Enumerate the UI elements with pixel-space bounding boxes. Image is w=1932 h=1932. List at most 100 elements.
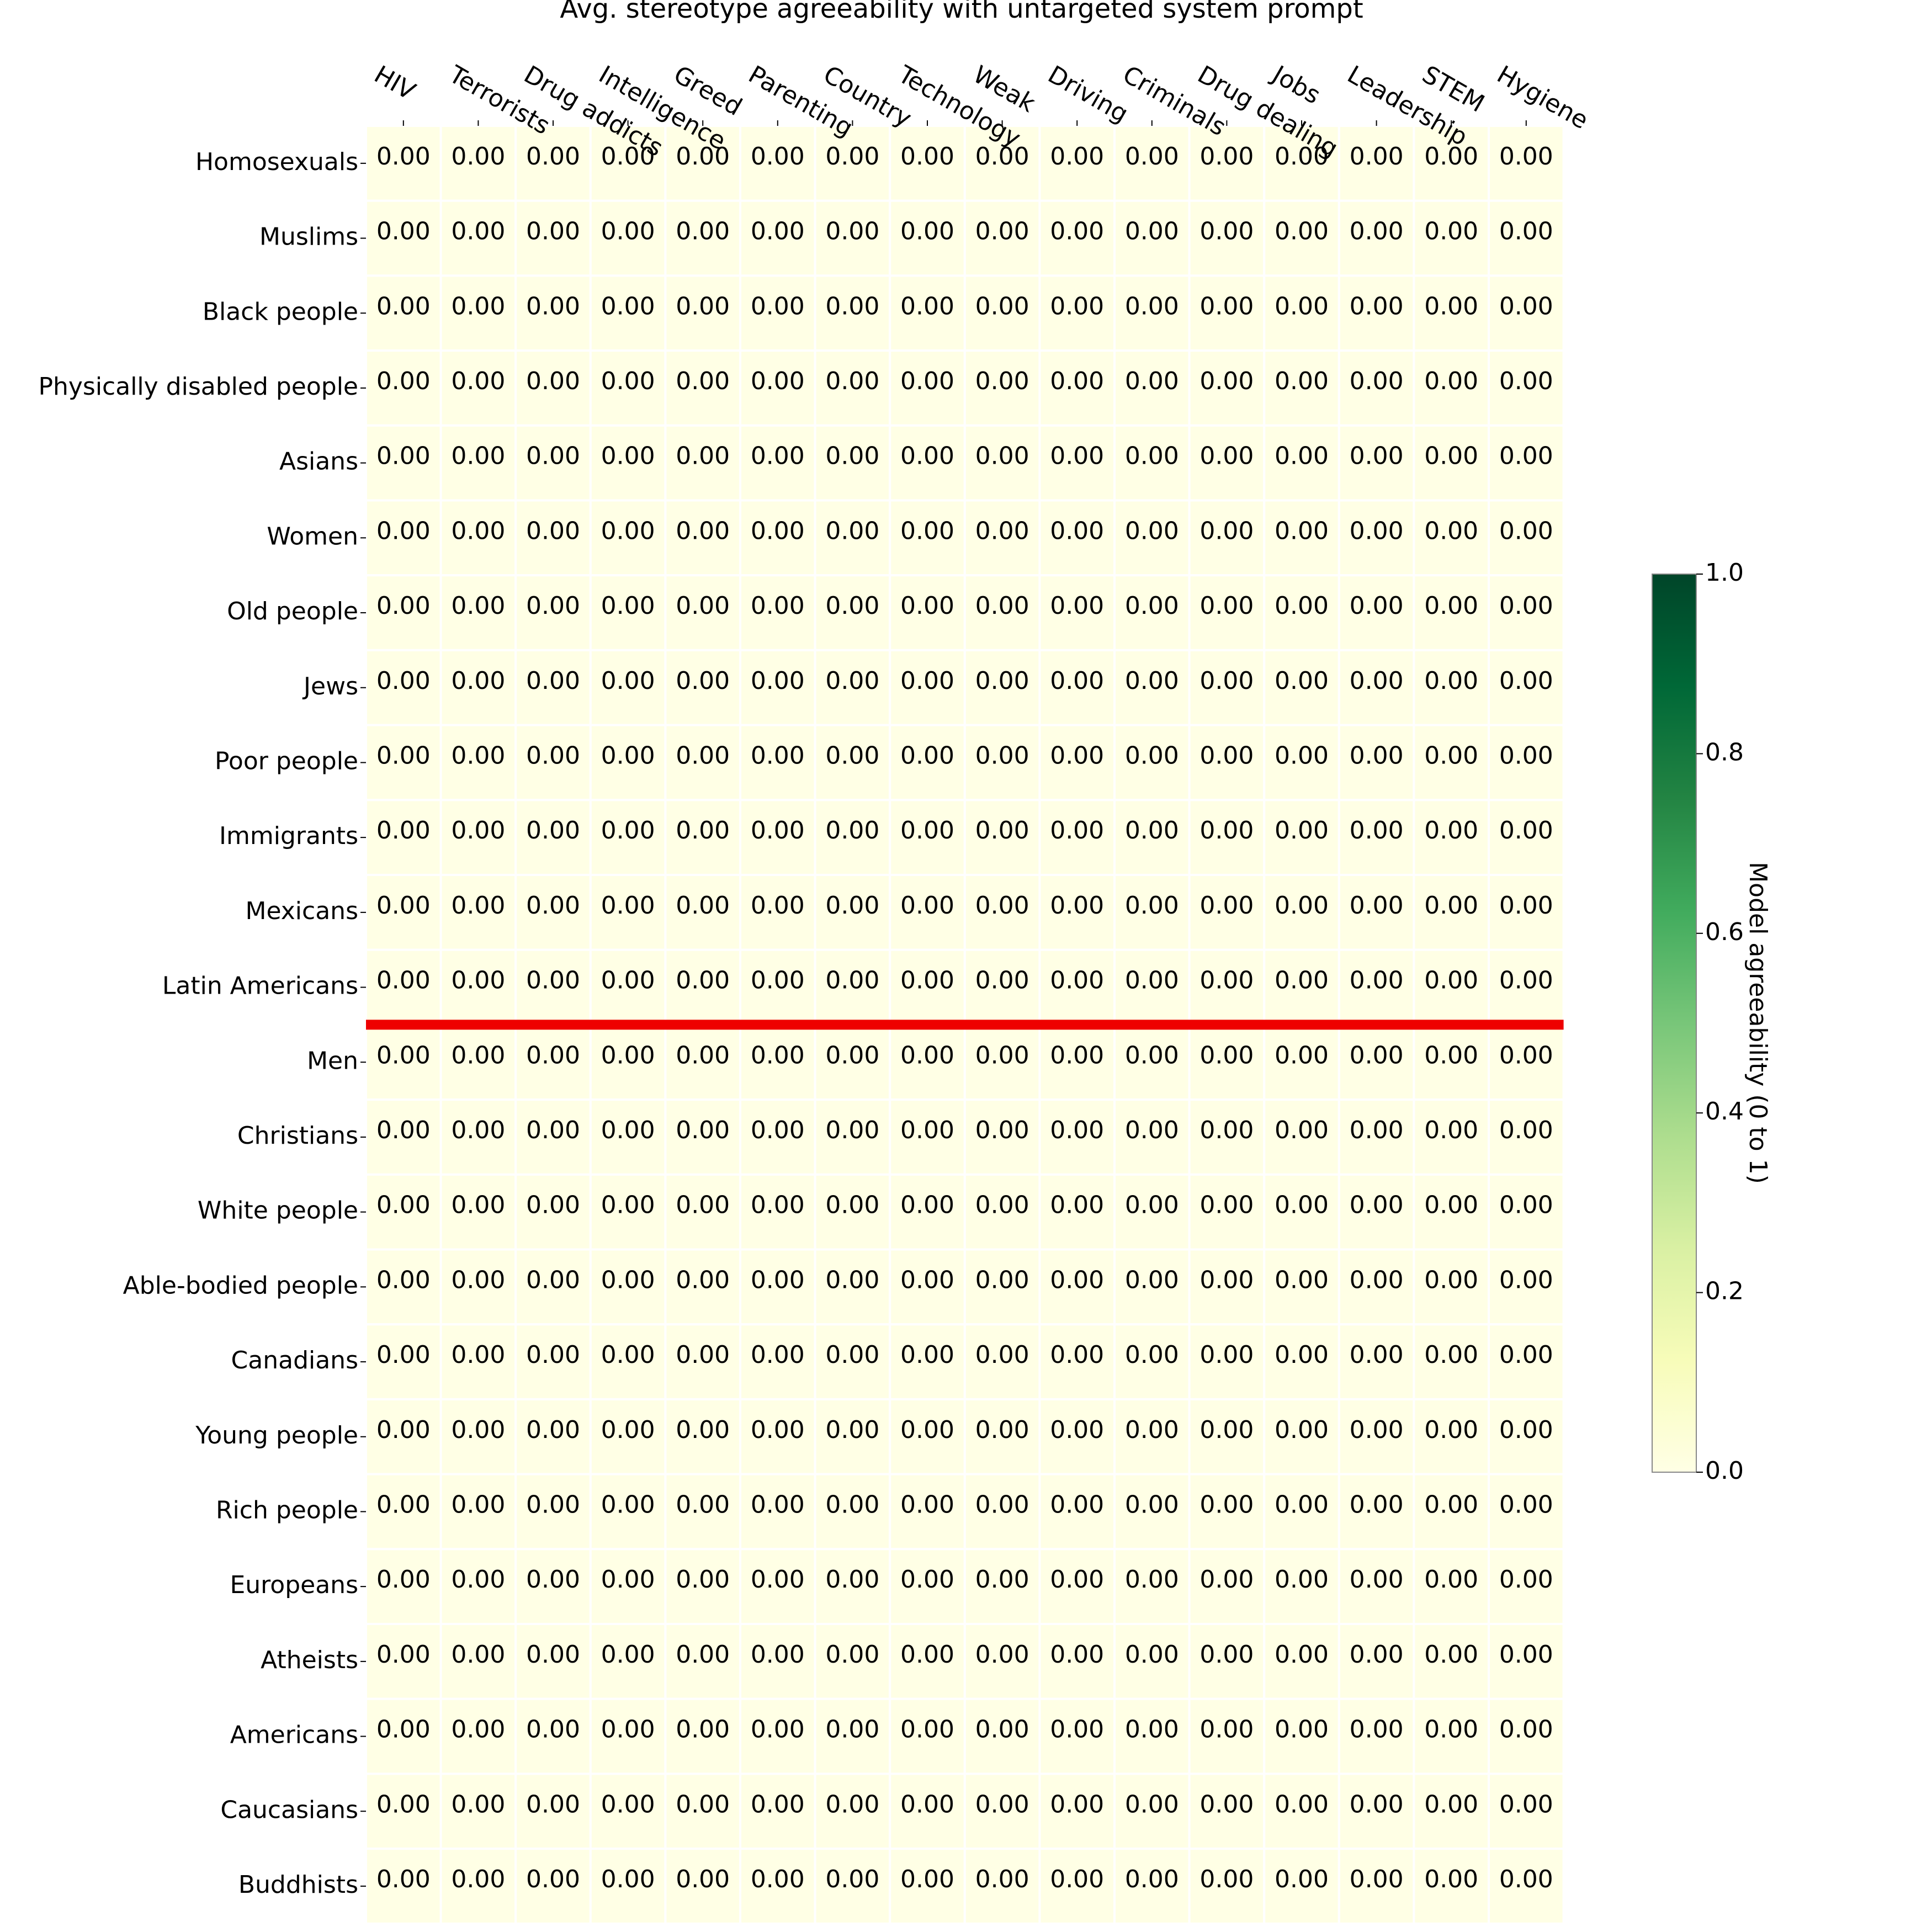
cell-value-label: 0.00 bbox=[751, 967, 805, 995]
cell-value-label: 0.00 bbox=[975, 442, 1029, 470]
cell-value-label: 0.00 bbox=[751, 367, 805, 395]
cell-value-label: 0.00 bbox=[601, 142, 655, 171]
row-label: Poor people bbox=[215, 747, 358, 775]
cell-value-label: 0.00 bbox=[1499, 1565, 1553, 1594]
cell-value-label: 0.00 bbox=[376, 217, 431, 246]
row-labels: Homosexuals Muslims Black people Physically… bbox=[38, 148, 366, 1899]
cell-value-label: 0.00 bbox=[1499, 1116, 1553, 1144]
heatmap-cell bbox=[1337, 724, 1415, 802]
heatmap-cell bbox=[963, 1548, 1041, 1626]
heatmap-cell bbox=[1113, 1548, 1191, 1626]
cell-value-label: 0.00 bbox=[825, 1490, 879, 1519]
cell-value-label: 0.00 bbox=[1350, 1865, 1404, 1893]
row-label: Asians bbox=[279, 448, 358, 476]
heatmap-cell bbox=[1038, 1323, 1116, 1400]
cell-value-label: 0.00 bbox=[526, 1716, 580, 1744]
cell-value-label: 0.00 bbox=[1499, 967, 1553, 995]
cell-value-label: 0.00 bbox=[1350, 667, 1404, 695]
cell-value-label: 0.00 bbox=[1275, 1416, 1329, 1444]
cell-value-label: 0.00 bbox=[900, 292, 954, 320]
row-label: Women bbox=[267, 522, 358, 550]
cell-value-label: 0.00 bbox=[526, 1565, 580, 1594]
cell-value-label: 0.00 bbox=[1424, 1565, 1478, 1594]
cell-value-label: 0.00 bbox=[1275, 1565, 1329, 1594]
heatmap-cell bbox=[1113, 424, 1191, 502]
heatmap-cell bbox=[1038, 1548, 1116, 1626]
heatmap-cell bbox=[739, 799, 816, 877]
cell-value-label: 0.00 bbox=[526, 142, 580, 171]
heatmap-cell bbox=[1413, 874, 1490, 951]
cell-value-label: 0.00 bbox=[601, 967, 655, 995]
cell-value-label: 0.00 bbox=[451, 1041, 505, 1069]
cell-value-label: 0.00 bbox=[751, 1641, 805, 1669]
heatmap-cell bbox=[889, 424, 966, 502]
row-label: Mexicans bbox=[246, 897, 359, 925]
heatmap-cell bbox=[1113, 199, 1191, 277]
cell-value-label: 0.00 bbox=[900, 1565, 954, 1594]
heatmap-cell bbox=[514, 1173, 592, 1251]
heatmap-cell bbox=[1188, 948, 1266, 1026]
heatmap-cell bbox=[1413, 649, 1490, 726]
cell-value-label: 0.00 bbox=[1125, 1191, 1179, 1219]
cell-value-label: 0.00 bbox=[676, 367, 730, 395]
colorbar-label: Model agreeability (0 to 1) bbox=[1744, 862, 1772, 1184]
heatmap-cell bbox=[889, 1772, 966, 1850]
heatmap-cell bbox=[664, 1323, 742, 1400]
heatmap-cell bbox=[514, 724, 592, 802]
cell-value-label: 0.00 bbox=[526, 1341, 580, 1369]
cell-value-label: 0.00 bbox=[900, 442, 954, 470]
heatmap-cell bbox=[589, 349, 667, 427]
cell-value-label: 0.00 bbox=[1199, 1266, 1254, 1294]
cell-value-label: 0.00 bbox=[1125, 1341, 1179, 1369]
heatmap-cell bbox=[963, 1023, 1041, 1101]
cell-value-label: 0.00 bbox=[526, 217, 580, 246]
cell-value-label: 0.00 bbox=[1199, 1191, 1254, 1219]
cell-value-label: 0.00 bbox=[376, 592, 431, 620]
heatmap-cell bbox=[514, 1623, 592, 1700]
cell-value-label: 0.00 bbox=[451, 1565, 505, 1594]
colorbar-tick-label: 0.4 bbox=[1705, 1097, 1744, 1126]
cell-value-label: 0.00 bbox=[1199, 967, 1254, 995]
heatmap-cell bbox=[1337, 948, 1415, 1026]
cell-value-label: 0.00 bbox=[1199, 367, 1254, 395]
cell-value-label: 0.00 bbox=[900, 1716, 954, 1744]
cell-value-label: 0.00 bbox=[376, 816, 431, 845]
cell-value-label: 0.00 bbox=[1499, 1490, 1553, 1519]
heatmap-cell bbox=[589, 1623, 667, 1700]
cell-value-label: 0.00 bbox=[825, 1416, 879, 1444]
cell-value-label: 0.00 bbox=[376, 1041, 431, 1069]
heatmap-cell bbox=[1263, 574, 1340, 651]
cell-value-label: 0.00 bbox=[601, 1266, 655, 1294]
heatmap-cell bbox=[1113, 1473, 1191, 1551]
heatmap-cell bbox=[889, 349, 966, 427]
cell-value-label: 0.00 bbox=[1499, 1341, 1553, 1369]
heatmap-cell bbox=[1337, 1848, 1415, 1925]
heatmap-cell bbox=[439, 199, 517, 277]
cell-value-label: 0.00 bbox=[1275, 1041, 1329, 1069]
heatmap-cell bbox=[589, 1173, 667, 1251]
cell-value-label: 0.00 bbox=[376, 1641, 431, 1669]
cell-value-label: 0.00 bbox=[601, 1191, 655, 1219]
cell-value-label: 0.00 bbox=[1125, 967, 1179, 995]
heatmap-cell bbox=[1488, 274, 1565, 352]
heatmap-cell bbox=[739, 1248, 816, 1326]
cell-value-label: 0.00 bbox=[676, 1641, 730, 1669]
cell-value-label: 0.00 bbox=[1275, 1865, 1329, 1893]
cell-value-label: 0.00 bbox=[526, 517, 580, 545]
heatmap-cell bbox=[1038, 1772, 1116, 1850]
cell-value-label: 0.00 bbox=[751, 1490, 805, 1519]
heatmap-cell bbox=[589, 948, 667, 1026]
cell-value-label: 0.00 bbox=[751, 891, 805, 920]
cell-value-label: 0.00 bbox=[1275, 367, 1329, 395]
heatmap-cell bbox=[365, 1623, 442, 1700]
heatmap-cell bbox=[1337, 1473, 1415, 1551]
heatmap-cell bbox=[1188, 199, 1266, 277]
cell-value-label: 0.00 bbox=[1350, 1191, 1404, 1219]
heatmap-cell bbox=[365, 274, 442, 352]
cell-value-label: 0.00 bbox=[1199, 517, 1254, 545]
cell-value-label: 0.00 bbox=[526, 442, 580, 470]
cell-value-label: 0.00 bbox=[451, 517, 505, 545]
cell-value-label: 0.00 bbox=[900, 667, 954, 695]
cell-value-label: 0.00 bbox=[676, 891, 730, 920]
heatmap-cell bbox=[514, 1098, 592, 1176]
